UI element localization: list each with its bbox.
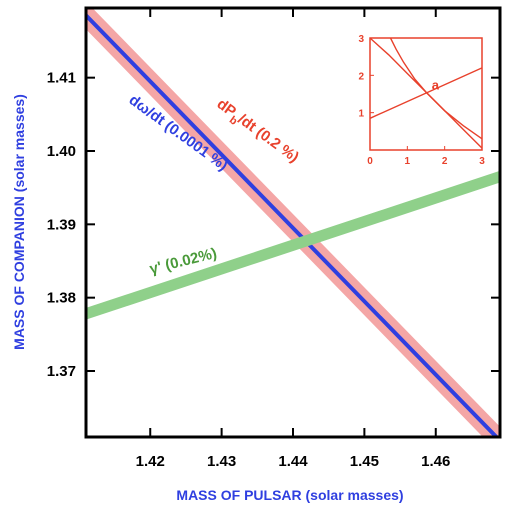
x-tick-label: 1.45 bbox=[350, 453, 379, 470]
inset-y-tick-label: 3 bbox=[358, 34, 364, 45]
x-tick-label: 1.46 bbox=[421, 453, 450, 470]
inset-panel-label: a bbox=[432, 78, 440, 93]
x-tick-label: 1.42 bbox=[136, 453, 165, 470]
inset-frame bbox=[369, 37, 483, 151]
y-axis-label: MASS OF COMPANION (solar masses) bbox=[11, 94, 27, 350]
y-tick-label: 1.39 bbox=[47, 216, 76, 233]
inset-x-tick-label: 1 bbox=[405, 156, 411, 167]
y-tick-label: 1.37 bbox=[47, 363, 76, 380]
inset-x-tick-label: 0 bbox=[367, 156, 373, 167]
inset-y-tick-label: 1 bbox=[358, 109, 364, 120]
inset-x-tick-label: 2 bbox=[442, 156, 448, 167]
series-band-0 bbox=[86, 8, 500, 437]
x-tick-label: 1.44 bbox=[278, 453, 308, 470]
x-axis-label: MASS OF PULSAR (solar masses) bbox=[176, 487, 403, 503]
y-tick-label: 1.38 bbox=[47, 290, 76, 307]
series-band-2 bbox=[86, 170, 500, 320]
inset-x-tick-label: 3 bbox=[479, 156, 485, 167]
inset-y-tick-label: 2 bbox=[358, 71, 364, 82]
y-tick-label: 1.40 bbox=[47, 143, 76, 160]
series-line-1 bbox=[86, 13, 500, 437]
x-tick-label: 1.43 bbox=[207, 453, 236, 470]
inset-curve-1 bbox=[369, 67, 483, 119]
inset-curve-2 bbox=[389, 37, 483, 140]
y-tick-label: 1.41 bbox=[47, 70, 76, 87]
